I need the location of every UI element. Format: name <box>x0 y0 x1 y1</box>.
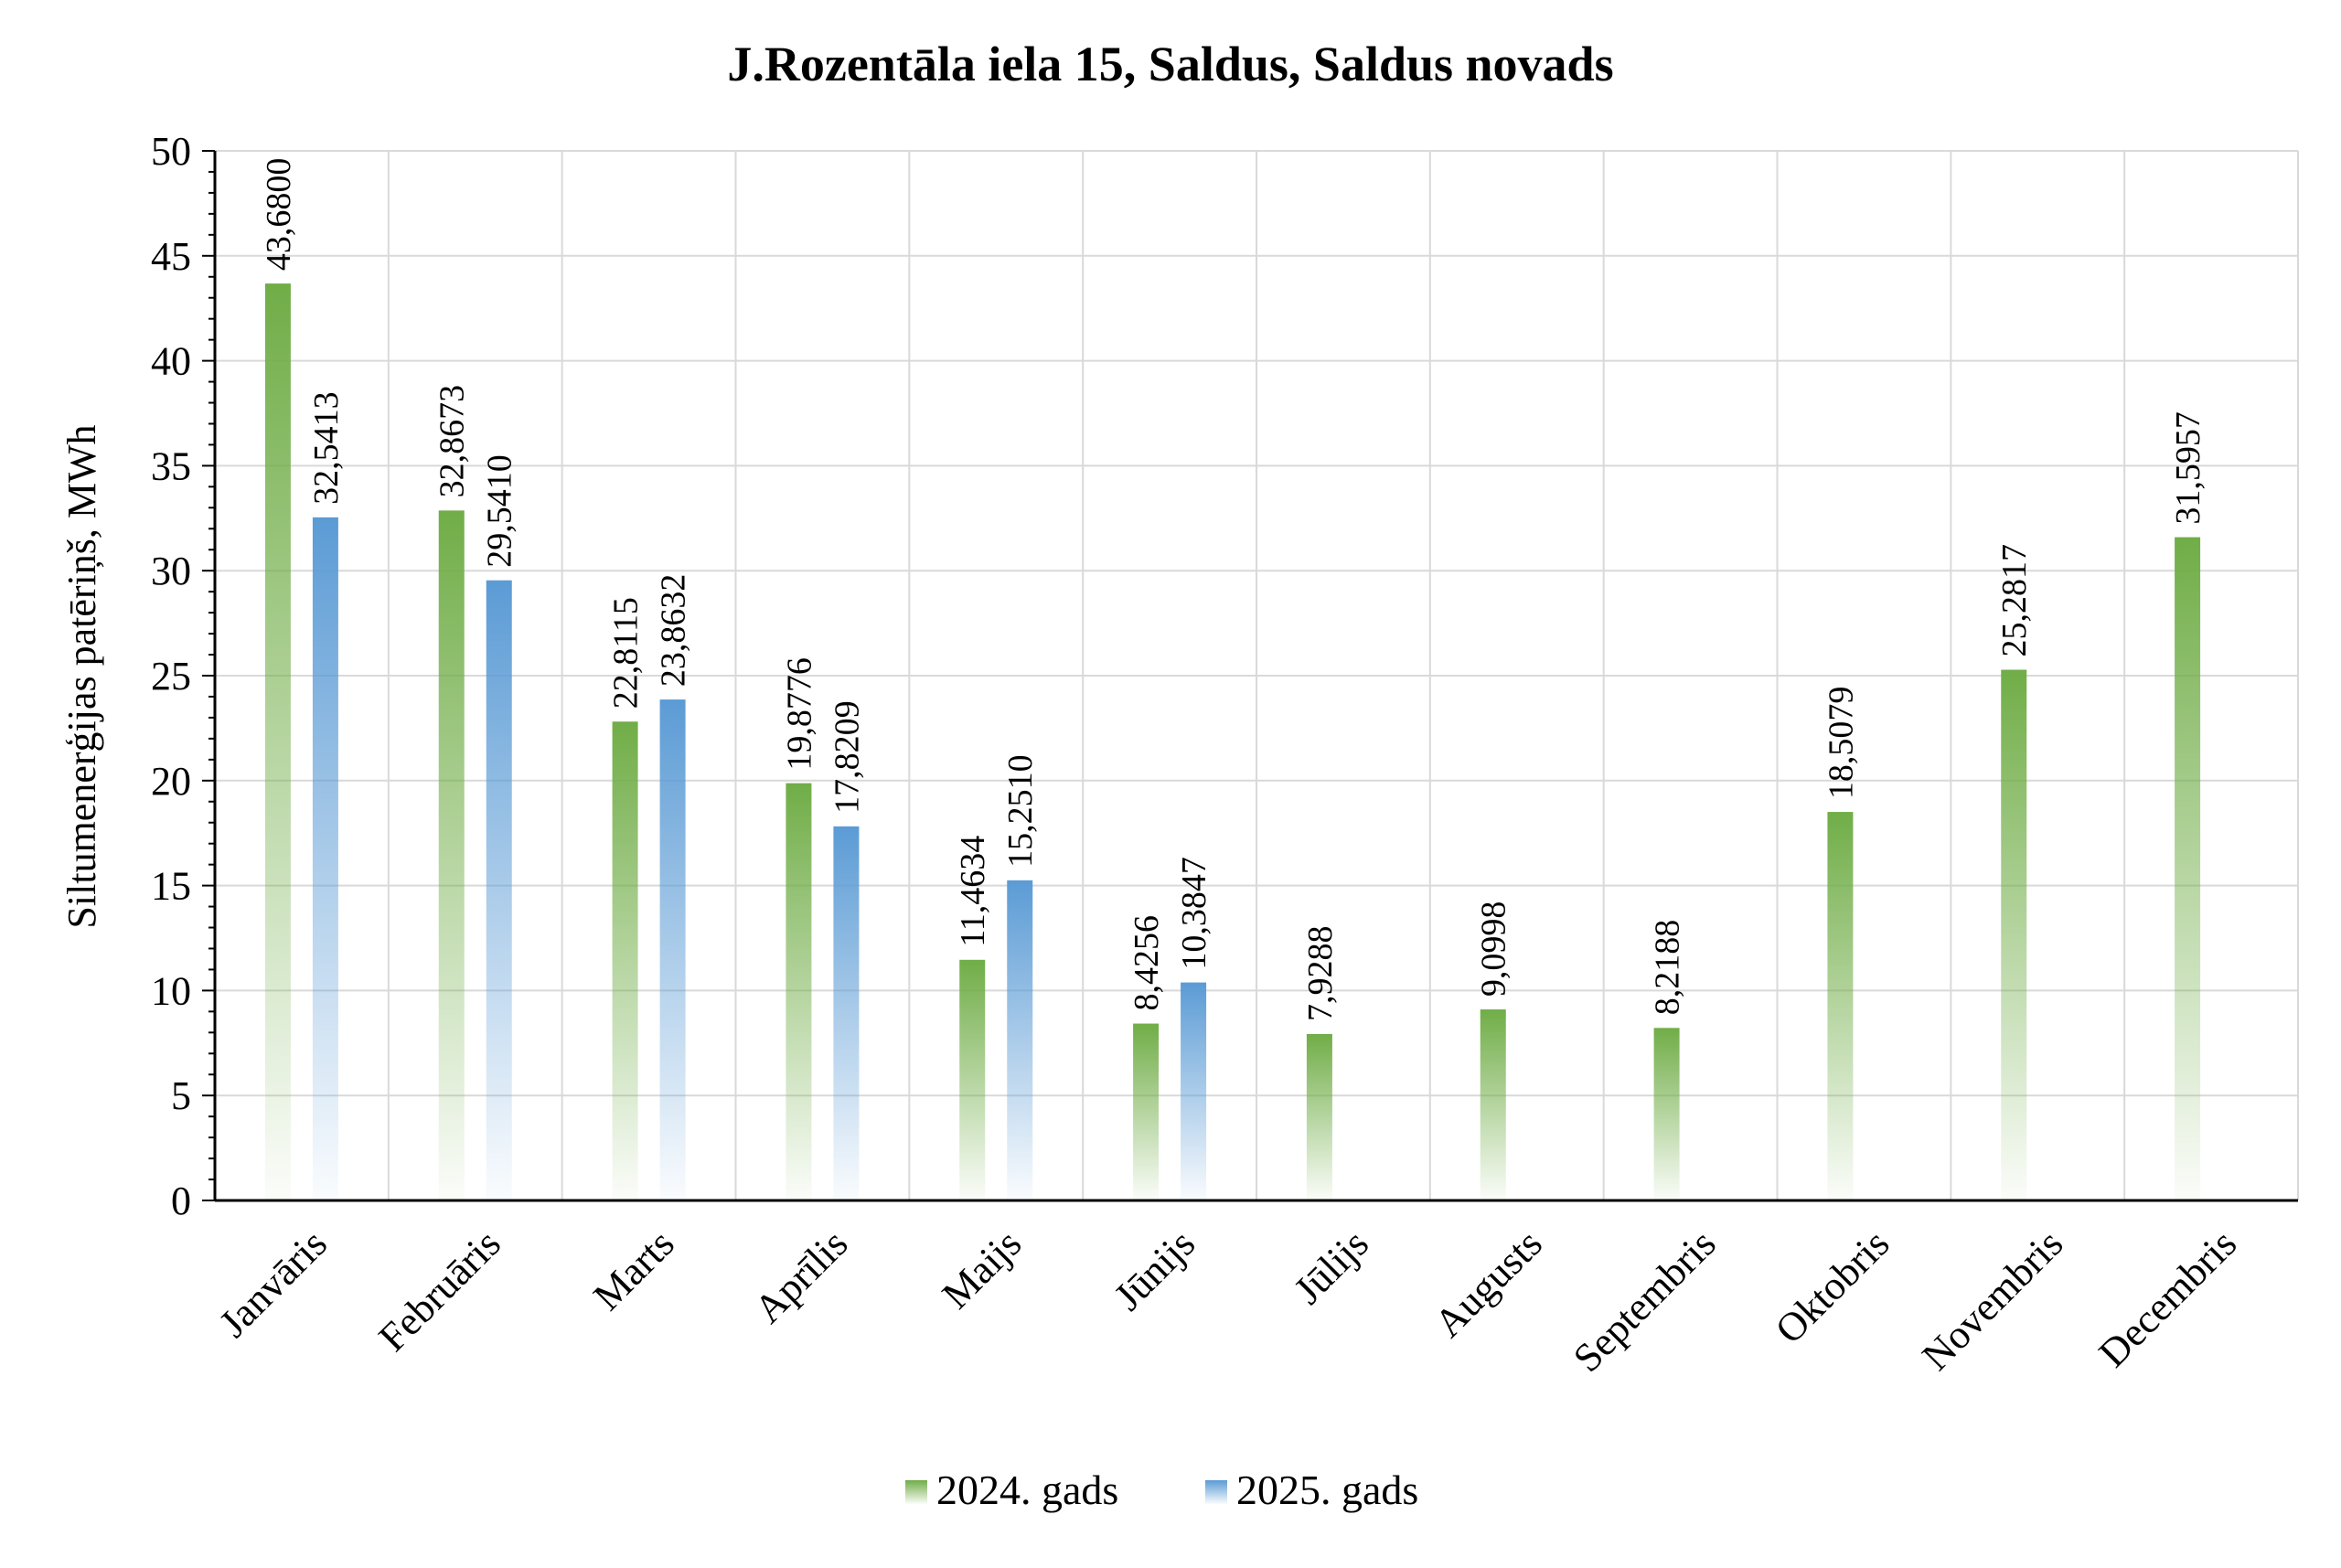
bar-2024 <box>1306 1033 1332 1200</box>
x-tick-label: Janvāris <box>210 1221 336 1346</box>
legend: 2024. gads 2025. gads <box>905 1467 1418 1513</box>
y-tick-label: 10 <box>151 968 191 1013</box>
data-label: 11,4634 <box>954 836 992 947</box>
bar-2024 <box>438 510 465 1200</box>
x-tick-label: Marts <box>584 1221 682 1318</box>
bar-2024 <box>1827 812 1854 1200</box>
bar-2025 <box>1007 880 1033 1200</box>
bar-2024 <box>264 283 291 1201</box>
bar-2024 <box>1480 1009 1506 1200</box>
bar-2024 <box>959 959 986 1200</box>
data-label: 10,3847 <box>1175 857 1213 970</box>
x-tick-label: Decembris <box>2090 1221 2245 1375</box>
data-label: 32,5413 <box>307 391 346 505</box>
plot-area: 0 5 10 15 20 25 30 35 40 45 50 43,6800 32,8673 22,811… <box>151 129 2299 1381</box>
y-tick-label: 45 <box>151 234 191 279</box>
legend-label: 2024. gads <box>936 1467 1118 1513</box>
bar-2024 <box>2001 669 2027 1200</box>
bar-2024 <box>1653 1028 1680 1200</box>
y-tick-label: 30 <box>151 549 191 593</box>
x-tick-label: Aprīlis <box>745 1221 856 1331</box>
bar-2025 <box>833 826 860 1200</box>
y-tick-label: 50 <box>151 129 191 174</box>
data-label: 43,6800 <box>260 158 298 272</box>
data-label: 7,9288 <box>1301 925 1340 1021</box>
bar-2024 <box>786 783 812 1200</box>
data-label: 17,8209 <box>828 700 866 814</box>
y-axis-label: Siltumenerģijas patēriņš, MWh <box>59 424 104 928</box>
bar-2025 <box>1181 982 1207 1200</box>
x-tick-label: Novembris <box>1913 1221 2071 1379</box>
y-tick-label: 5 <box>171 1073 191 1118</box>
bar-2024 <box>1133 1023 1160 1200</box>
y-tick-label: 20 <box>151 759 191 804</box>
data-label: 31,5957 <box>2169 411 2207 525</box>
bar-2025 <box>659 699 686 1200</box>
data-label: 32,8673 <box>433 385 472 498</box>
bar-2024 <box>612 721 638 1200</box>
y-tick-label: 40 <box>151 339 191 384</box>
data-label: 15,2510 <box>1001 754 1040 868</box>
bar-2025 <box>486 580 512 1200</box>
x-tick-label: Oktobris <box>1767 1221 1898 1352</box>
x-tick-label: Maijs <box>934 1221 1031 1317</box>
data-label: 23,8632 <box>655 574 693 688</box>
bar-2025 <box>312 517 338 1200</box>
x-tick-label: Februāris <box>370 1221 509 1360</box>
data-label: 8,2188 <box>1649 920 1687 1016</box>
x-tick-label: Septembris <box>1565 1221 1725 1381</box>
y-tick-label: 35 <box>151 443 191 488</box>
data-label: 25,2817 <box>1995 544 2034 657</box>
y-tick-label: 15 <box>151 864 191 909</box>
y-tick-label: 25 <box>151 654 191 699</box>
y-tick-label: 0 <box>171 1179 191 1223</box>
chart-title: J.Rozentāla iela 15, Saldus, Saldus nova… <box>727 37 1613 91</box>
x-tick-label: Jūlijs <box>1286 1221 1377 1312</box>
legend-swatch-2025 <box>1205 1480 1227 1504</box>
data-label: 18,5079 <box>1822 687 1860 799</box>
legend-label: 2025. gads <box>1236 1467 1418 1513</box>
data-label: 29,5410 <box>481 454 519 568</box>
data-label: 9,0998 <box>1475 901 1513 997</box>
data-label: 22,8115 <box>607 597 646 709</box>
x-tick-label: Jūnijs <box>1106 1221 1203 1318</box>
data-label: 8,4256 <box>1128 915 1166 1011</box>
bar-2024 <box>2175 537 2201 1200</box>
x-tick-label: Augusts <box>1426 1221 1551 1346</box>
legend-swatch-2024 <box>905 1480 927 1504</box>
data-label: 19,8776 <box>780 657 818 771</box>
